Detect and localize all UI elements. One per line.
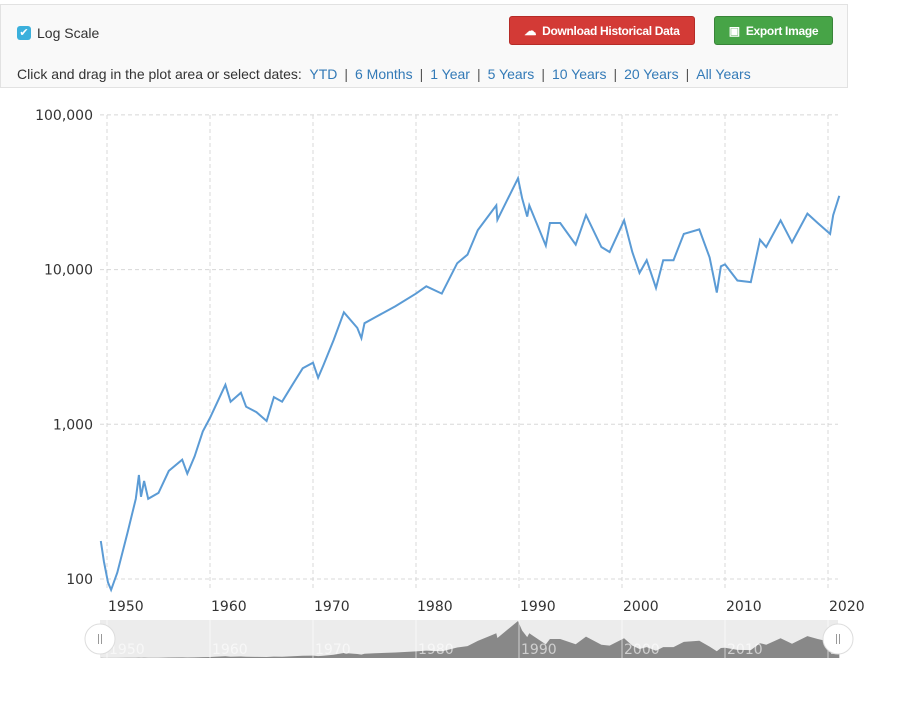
x-tick-label: 2000 [623,599,659,615]
navigator-label: 2000 [624,642,660,658]
cloud-download-icon: ☁ [524,23,537,38]
series-line [99,175,841,593]
range-6-months[interactable]: 6 Months [355,66,413,82]
navigator-background [100,620,838,658]
download-label: Download Historical Data [542,23,680,38]
y-tick-label: 100 [66,572,93,588]
y-tick-label: 100,000 [35,108,93,124]
x-tick-label: 2020 [829,599,865,615]
range-10-years[interactable]: 10 Years [551,66,607,82]
chart-controls: ✔ Log Scale ☁ Download Historical Data ▣ Ex… [0,4,848,88]
download-historical-data-button[interactable]: ☁ Download Historical Data [509,16,695,45]
navigator-left-handle[interactable] [84,623,116,655]
handle-circle [84,623,116,655]
y-tick-label: 10,000 [44,263,93,279]
navigator-label: 1950 [109,642,145,658]
navigator-right-handle[interactable] [822,623,854,655]
separator: | [344,66,348,82]
range-20-years[interactable]: 20 Years [624,66,679,82]
export-image-button[interactable]: ▣ Export Image [714,16,833,45]
range-5-years[interactable]: 5 Years [487,66,535,82]
x-tick-label: 1990 [520,599,556,615]
x-tick-label: 1960 [211,599,247,615]
separator: | [613,66,618,82]
log-scale-checkbox[interactable]: ✔ Log Scale [17,25,99,41]
y-tick-label: 1,000 [53,417,93,433]
x-tick-label: 1980 [417,599,453,615]
checkmark-icon[interactable]: ✔ [17,26,31,40]
range-prompt: Click and drag in the plot area or selec… [17,66,302,82]
log-scale-label: Log Scale [37,25,100,41]
handle-circle [822,623,854,655]
x-tick-label: 2010 [726,599,762,615]
navigator-area [100,621,840,658]
navigator-label: 2010 [727,642,763,658]
separator: | [419,66,424,82]
date-range-selector: Click and drag in the plot area or selec… [17,66,751,82]
x-tick-label: 1970 [314,599,350,615]
export-label: Export Image [745,23,819,38]
navigator-label: 2020 [830,642,866,658]
separator: | [685,66,690,82]
navigator-label: 1990 [521,642,557,658]
x-tick-label: 1950 [108,599,144,615]
range-ytd[interactable]: YTD [309,66,338,82]
separator: | [476,66,481,82]
navigator-label: 1970 [315,642,351,658]
range-all-years[interactable]: All Years [696,66,751,82]
separator: | [541,66,545,82]
range-1-year[interactable]: 1 Year [430,66,470,82]
navigator-label: 1980 [418,642,454,658]
navigator-label: 1960 [212,642,248,658]
image-icon: ▣ [728,23,740,38]
